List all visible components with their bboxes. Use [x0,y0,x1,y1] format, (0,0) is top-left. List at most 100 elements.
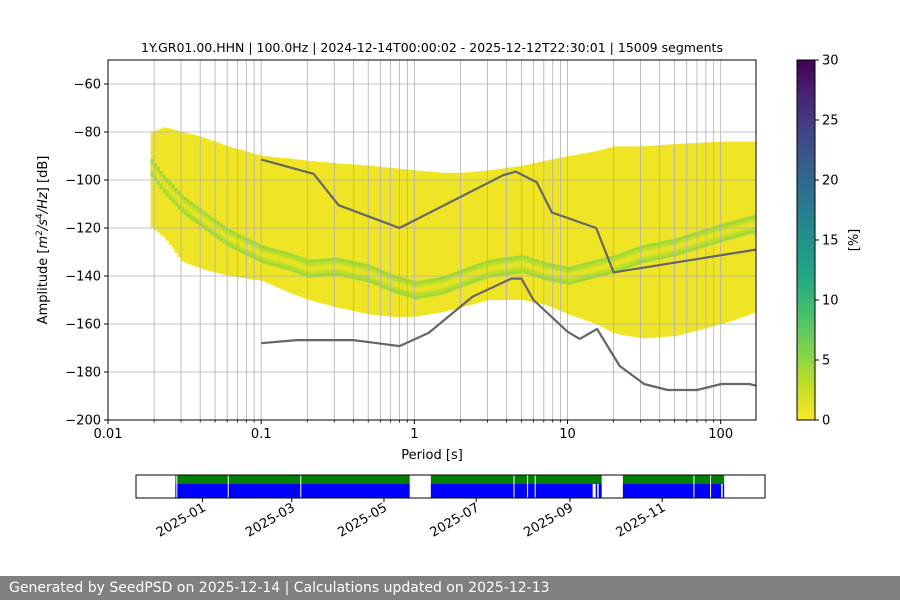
heat-mode-band [210,224,215,228]
heat-mode-band [510,263,515,268]
heat-mode-band [498,265,503,269]
heat-column [315,161,320,303]
heat-column [528,164,533,302]
heat-column [234,148,239,278]
heat-column [543,160,548,305]
heat-mode-band [282,258,287,262]
heat-column [417,170,422,317]
heat-mode-band [543,269,548,273]
heat-mode-band [486,267,491,271]
x-tick-label: 0.01 [94,427,123,442]
heat-column [588,152,593,322]
heat-column [549,159,554,308]
heat-mode-band [606,264,611,268]
heat-column [240,150,245,278]
heat-mode-band [270,255,275,259]
heat-column [339,163,344,309]
heat-mode-band [228,236,233,240]
heat-column [642,146,647,339]
heat-column [354,164,359,312]
heat-mode-band [363,271,368,275]
timeline-tick-label: 2025-01 [154,500,209,540]
heat-column [456,172,461,309]
colorbar: 0 5 10 15 20 25 30 [%] [796,54,862,429]
heat-mode-band [330,265,335,269]
heat-column [585,152,590,321]
heat-column [261,156,266,282]
heat-mode-band [258,251,263,255]
heat-mode-band [534,266,539,270]
timeline-green-segment [622,475,725,484]
heat-mode-band [495,266,500,270]
heat-mode-band [525,263,530,267]
heat-column [336,163,341,308]
psd-histogram [150,127,756,339]
y-axis-label: Amplitude [m2/s4/Hz] [dB] [35,156,51,325]
heat-mode-band [528,264,533,268]
heat-column [228,146,233,277]
heat-mode-band [348,267,353,272]
timeline-bars [175,475,725,498]
heat-column [522,165,527,301]
chart-title: 1Y.GR01.00.HHN | 100.0Hz | 2024-12-14T00… [141,40,723,55]
heat-column [537,162,542,304]
heat-column [318,161,323,304]
heat-column [264,156,269,283]
heat-column [660,144,665,337]
heat-mode-band [474,271,479,275]
timeline-tick-label: 2025-07 [428,500,483,540]
heat-column [507,167,512,300]
heat-column [648,145,653,338]
heat-column [360,165,365,313]
heat-mode-band [615,261,620,265]
heat-mode-band [723,230,728,234]
heat-mode-band [465,274,470,279]
heat-column [186,133,191,264]
heat-mode-band [459,277,464,281]
y-label-part: s [36,219,51,226]
heat-column [639,146,644,339]
heat-column [381,167,386,316]
x-tick-label: 10 [559,427,576,442]
colorbar-tick-label: 20 [822,174,839,189]
heat-mode-band [654,249,659,254]
heat-column [561,157,566,313]
heat-mode-band [360,270,365,274]
heat-column [306,160,311,300]
heat-mode-band [522,262,527,267]
heat-mode-band [471,272,476,276]
heat-column [579,153,584,319]
heat-column [525,164,530,301]
heat-column [651,145,656,338]
heat-mode-band [675,245,680,249]
heat-column [270,156,275,286]
heat-mode-band [204,219,209,224]
heat-mode-band [165,185,170,189]
heat-mode-band [753,222,756,226]
heat-mode-band [354,269,359,273]
heat-mode-band [624,258,629,262]
heat-mode-band [150,166,155,170]
colorbar-tick-label: 0 [822,414,830,429]
heat-column [333,163,338,308]
heat-mode-band [315,266,320,270]
heat-column [249,152,254,280]
heat-column [231,147,236,277]
heat-mode-band [207,222,212,226]
timeline-green-segment [175,475,410,484]
heat-column [201,137,206,270]
heat-mode-band [570,273,575,277]
heat-column [393,168,398,317]
heat-mode-band [306,266,311,271]
heat-column [474,171,479,304]
colorbar-tick-label: 10 [822,294,839,309]
heat-mode-band [666,247,671,251]
grid-lines [108,60,756,420]
heat-column [582,153,587,320]
heat-mode-band [579,271,584,275]
heat-column [450,172,455,310]
heat-column [480,171,485,302]
heat-mode-band [678,244,683,248]
heat-column [294,159,299,296]
heat-column [513,166,518,300]
